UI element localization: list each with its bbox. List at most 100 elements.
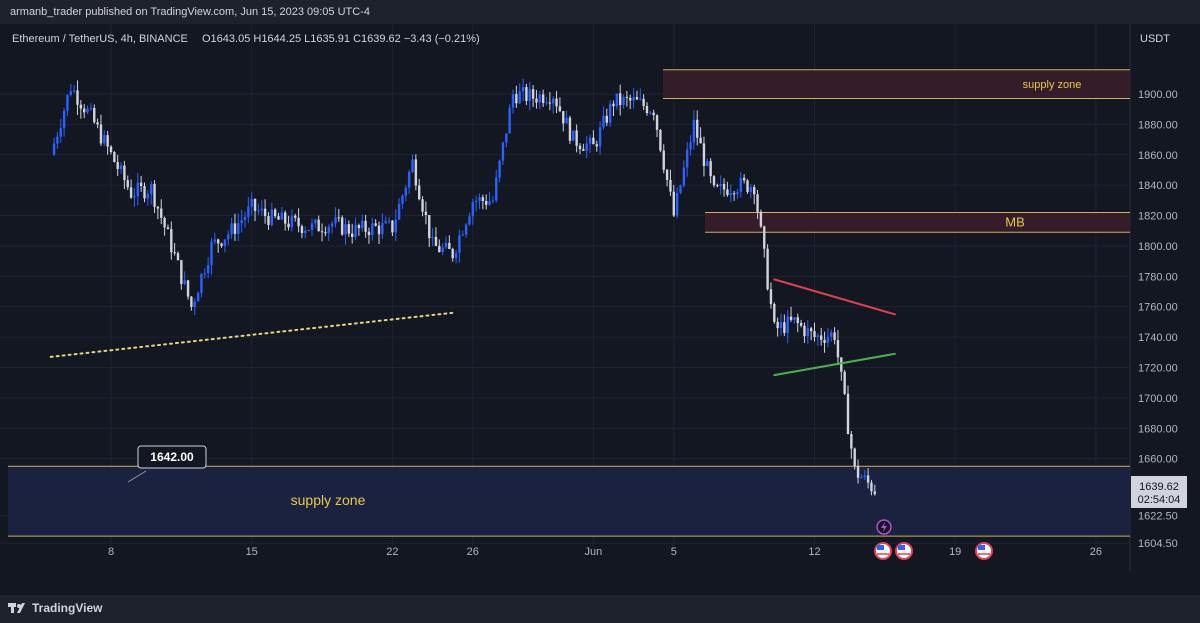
candle: [173, 242, 176, 256]
us-flag-icon[interactable]: [874, 542, 892, 560]
candle: [253, 198, 257, 222]
candle: [381, 213, 384, 240]
candle: [485, 194, 488, 210]
candle: [448, 235, 451, 250]
candle: [404, 185, 407, 202]
y-tick-label: 1880.00: [1138, 119, 1178, 131]
candle: [153, 180, 156, 214]
candle: [866, 468, 870, 489]
candle: [213, 232, 217, 245]
candle: [217, 238, 220, 253]
candle: [418, 178, 421, 201]
candle: [538, 90, 541, 110]
candle: [602, 106, 605, 130]
candle: [464, 223, 468, 238]
zone-rect[interactable]: [8, 466, 1130, 537]
candle: [116, 154, 119, 176]
candle: [471, 198, 474, 225]
candle: [394, 209, 397, 242]
candle: [330, 220, 334, 234]
candle: [86, 105, 89, 115]
candle: [66, 94, 69, 117]
candle: [830, 329, 833, 342]
candle: [384, 216, 387, 225]
candle: [160, 199, 163, 225]
candle: [284, 210, 287, 231]
candle: [511, 89, 515, 114]
us-flag-icon[interactable]: [975, 542, 993, 560]
candle: [625, 90, 629, 107]
candle: [799, 319, 803, 328]
candle: [585, 135, 588, 159]
y-tick-label: 1860.00: [1138, 150, 1178, 162]
tradingview-brand[interactable]: TradingView: [8, 601, 102, 615]
zone-rect[interactable]: [663, 69, 1130, 99]
candle: [809, 326, 813, 341]
candle: [344, 217, 347, 245]
candle: [689, 135, 692, 156]
candle: [726, 181, 729, 197]
triangle-upper-line[interactable]: [773, 278, 896, 316]
candle: [150, 181, 153, 205]
candle: [541, 89, 545, 108]
candle: [753, 184, 756, 205]
candle: [783, 314, 786, 336]
candle: [397, 198, 401, 221]
candle: [290, 209, 294, 232]
candle: [836, 330, 840, 366]
candle: [267, 212, 270, 230]
candle: [759, 209, 763, 229]
x-tick-label: Jun: [585, 546, 603, 558]
candle: [578, 143, 582, 155]
candle: [873, 484, 876, 496]
candle: [103, 130, 106, 146]
candle: [501, 141, 505, 165]
candle: [622, 94, 625, 109]
candle: [364, 214, 367, 238]
candle: [746, 179, 749, 194]
candle: [565, 110, 568, 124]
candle: [183, 271, 186, 286]
candle: [850, 430, 853, 459]
candle: [374, 219, 377, 227]
candle: [742, 174, 746, 184]
y-tick-label: 1760.00: [1138, 302, 1178, 314]
candle: [682, 160, 686, 188]
candle: [833, 327, 836, 345]
zone-label: supply zone: [291, 492, 366, 508]
candle: [521, 78, 525, 102]
candle: [113, 151, 116, 163]
y-tick-label: 1660.00: [1138, 454, 1178, 466]
candle: [411, 154, 414, 173]
event-icons[interactable]: [874, 519, 993, 560]
candle: [79, 100, 83, 119]
candle: [69, 84, 72, 97]
candle: [632, 88, 635, 109]
triangle-lower-line[interactable]: [773, 352, 896, 377]
x-tick-label: 22: [386, 546, 398, 558]
dotted-support-line[interactable]: [49, 311, 454, 358]
candle: [712, 175, 716, 188]
candle: [826, 328, 830, 348]
last-price-tag: 1639.62 02:54:04: [1131, 476, 1187, 508]
candle: [615, 93, 619, 110]
candle: [133, 188, 136, 207]
candle: [692, 110, 696, 150]
candle: [612, 100, 615, 116]
y-axis-ticks: 1900.00 1880.00 1860.00 1840.00 1820.00 1800.…: [1138, 89, 1178, 550]
candle: [434, 227, 438, 247]
price-marker-callout[interactable]: 1642.00: [127, 445, 207, 483]
candle: [206, 256, 210, 279]
candle: [72, 85, 76, 94]
grid: [0, 24, 1130, 546]
candle: [518, 83, 521, 105]
candle: [56, 131, 59, 149]
zone-rect[interactable]: [705, 212, 1130, 233]
candle: [119, 162, 123, 174]
candle: [146, 189, 150, 206]
candle: [62, 107, 66, 137]
candle: [709, 158, 712, 184]
us-flag-icon[interactable]: [895, 542, 913, 560]
candle: [552, 96, 555, 114]
